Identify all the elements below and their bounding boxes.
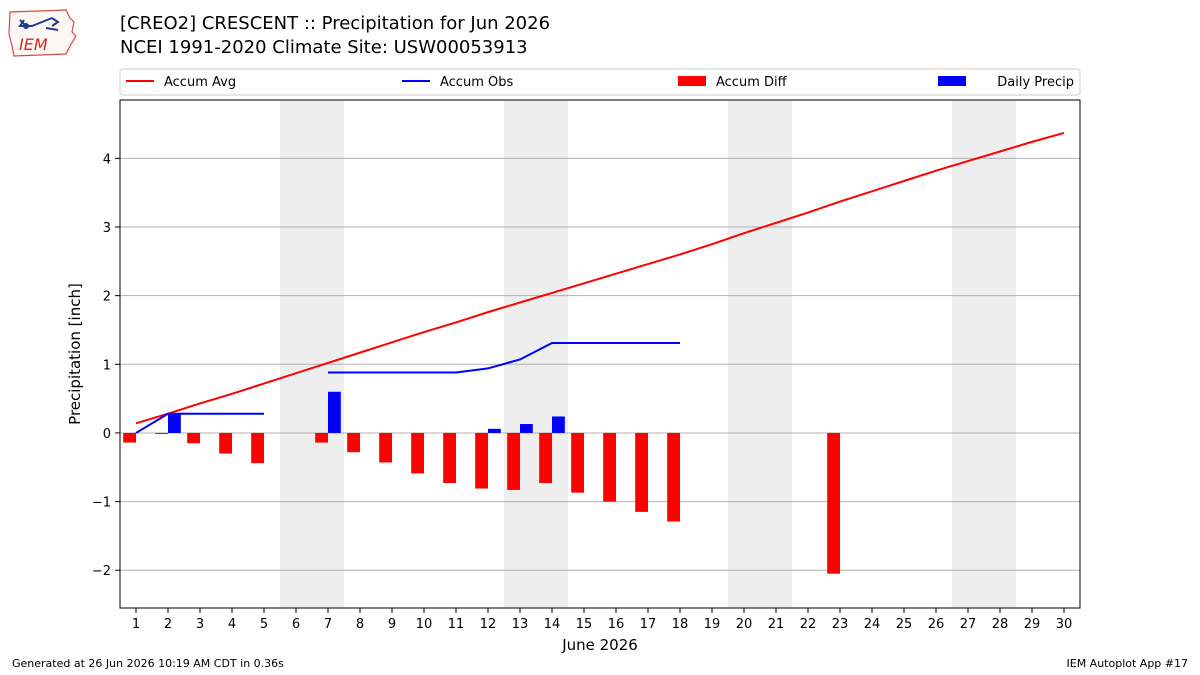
x-tick-label: 25: [896, 617, 913, 632]
daily-precip-bar: [328, 391, 341, 433]
y-tick-label: 2: [103, 290, 111, 305]
x-tick-label: 20: [736, 617, 753, 632]
x-tick-label: 21: [768, 617, 785, 632]
daily-precip-bar: [520, 424, 533, 433]
lines: [135, 131, 1065, 434]
y-tick-label: 0: [103, 427, 111, 442]
plot-frame: [119, 99, 1081, 609]
y-axis-label: Precipitation [inch]: [66, 283, 84, 425]
x-tick-label: 17: [640, 617, 657, 632]
accum-diff-bar: [603, 432, 616, 502]
x-tick-label: 4: [228, 617, 236, 632]
generated-note: Generated at 26 Jun 2026 10:19 AM CDT in…: [12, 657, 284, 670]
accum-diff-bar: [507, 432, 520, 490]
x-axis-label: June 2026: [561, 636, 638, 654]
x-tick-label: 12: [480, 617, 497, 632]
accum-diff-bar: [571, 432, 584, 493]
x-tick-label: 26: [928, 617, 945, 632]
accum-diff-bar: [827, 432, 840, 574]
weekend-band: [952, 100, 1016, 608]
accum-diff-bar: [635, 432, 648, 512]
legend-bar-swatch: [678, 76, 706, 86]
x-tick-label: 23: [832, 617, 849, 632]
chart-title: [CREO2] CRESCENT :: Precipitation for Ju…: [120, 13, 551, 34]
legend-label: Daily Precip: [997, 75, 1074, 90]
x-tick-label: 30: [1056, 617, 1073, 632]
y-tick-label: 1: [103, 358, 111, 373]
weekend-shading: [280, 100, 1016, 608]
accum-diff-bar: [187, 432, 200, 444]
x-tick-label: 22: [800, 617, 817, 632]
x-tick-label: 28: [992, 617, 1009, 632]
app-note: IEM Autoplot App #17: [1066, 657, 1189, 670]
iem-logo: IEM: [6, 6, 82, 60]
y-axis-ticks: −2 −1 0 1 2 3 4: [92, 152, 120, 579]
y-tick-label: 4: [103, 152, 111, 167]
legend-box: [119, 68, 1081, 96]
x-tick-label: 18: [672, 617, 689, 632]
weekend-band: [728, 100, 792, 608]
x-tick-label: 27: [960, 617, 977, 632]
accum-diff-bar: [667, 432, 680, 522]
bars: [123, 391, 840, 574]
x-tick-label: 5: [260, 617, 268, 632]
accum-diff-bar: [315, 432, 328, 443]
accum-diff-bar: [379, 432, 392, 463]
x-tick-label: 9: [388, 617, 396, 632]
chart-subtitle: NCEI 1991-2020 Climate Site: USW00053913: [120, 37, 528, 58]
y-tick-label: −2: [92, 564, 111, 579]
x-tick-label: 1: [132, 617, 140, 632]
iowa-map-icon: IEM: [8, 9, 77, 57]
x-tick-label: 24: [864, 617, 881, 632]
legend-label: Accum Avg: [164, 75, 236, 90]
y-tick-label: −1: [92, 496, 111, 511]
weekend-band: [504, 100, 568, 608]
y-tick-label: 3: [103, 221, 111, 236]
x-tick-label: 3: [196, 617, 204, 632]
x-tick-label: 29: [1024, 617, 1041, 632]
x-tick-label: 13: [512, 617, 529, 632]
x-tick-label: 19: [704, 617, 721, 632]
accum-diff-bar: [155, 432, 168, 434]
accum-diff-bar: [443, 432, 456, 484]
legend-bar-swatch: [938, 76, 966, 86]
legend-label: Accum Diff: [716, 75, 788, 90]
accum-diff-bar: [411, 432, 424, 474]
x-tick-label: 10: [416, 617, 433, 632]
weekend-band: [280, 100, 344, 608]
accum-obs-line: [328, 342, 680, 374]
accum-diff-bar: [539, 432, 552, 484]
x-tick-label: 6: [292, 617, 300, 632]
x-tick-label: 14: [544, 617, 561, 632]
x-tick-label: 15: [576, 617, 593, 632]
x-tick-label: 11: [448, 617, 465, 632]
accum-avg-line: [135, 131, 1065, 425]
logo-text: IEM: [19, 35, 48, 54]
accum-diff-bar: [123, 432, 136, 443]
accum-diff-bar: [347, 432, 360, 453]
accum-obs-line: [135, 412, 264, 434]
x-tick-label: 16: [608, 617, 625, 632]
x-tick-label: 2: [164, 617, 172, 632]
accum-diff-bar: [219, 432, 232, 454]
x-axis-ticks: 1 2 3 4 5 6 7 8 9 10 11 12 13 14 15 16 17 18 19 20 21 22 23 24 2…: [132, 608, 1072, 632]
daily-precip-bar: [488, 428, 501, 433]
x-tick-label: 8: [356, 617, 364, 632]
daily-precip-bar: [168, 413, 181, 433]
legend-label: Accum Obs: [440, 75, 513, 90]
daily-precip-bar: [552, 416, 565, 433]
y-gridlines: [120, 157, 1080, 571]
x-tick-label: 7: [324, 617, 332, 632]
accum-diff-bar: [251, 432, 264, 464]
legend: Accum Avg Accum Obs Accum Diff Daily Precip: [119, 68, 1081, 96]
accum-diff-bar: [475, 432, 488, 489]
